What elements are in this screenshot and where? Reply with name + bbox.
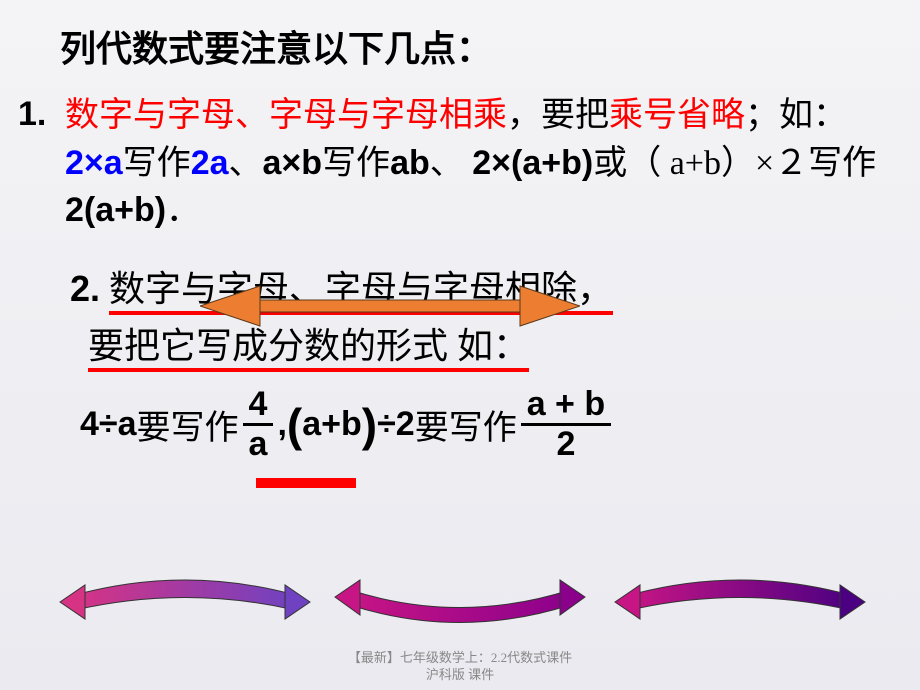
p1-ab2: ab xyxy=(390,144,430,182)
eq-cjk1: 要写作 xyxy=(137,400,239,449)
frac2-top: a + b xyxy=(521,386,611,426)
fraction-ab-2: a + b 2 xyxy=(521,386,611,464)
p1-ab4: 2(a+b) xyxy=(65,191,166,229)
p2-line1: 数字与字母、字母与字母相除， xyxy=(109,269,613,315)
equation: 4 ÷ a 要写作 4 a , ( a + b ) ÷ 2 要写作 a + b … xyxy=(80,386,880,464)
p1-ab3: 2×(a+b) xyxy=(472,144,593,182)
eq-div2: ÷ xyxy=(377,405,396,444)
footer-line1: 【最新】七年级数学上：2.2代数式课件 xyxy=(348,650,572,667)
footer-text: 【最新】七年级数学上：2.2代数式课件 沪科版 课件 xyxy=(348,650,572,684)
frac1-top: 4 xyxy=(243,386,274,426)
eq-div1: ÷ xyxy=(99,405,118,444)
p1-blk3: 写作 xyxy=(123,145,191,182)
p1-blk8: ． xyxy=(166,192,200,229)
p2-line2: 要把它写成分数的形式 如： xyxy=(88,326,529,372)
p1-blk4: 、 xyxy=(229,145,263,182)
eq-plus: + xyxy=(321,405,341,444)
p1-red1: 数字与字母、字母与字母相乘 xyxy=(65,97,507,134)
p1-ab1: a×b xyxy=(263,144,323,182)
p1-blue1: 2×a xyxy=(65,144,123,182)
curved-arrow-3 xyxy=(610,575,870,625)
p1-blk2: ；如： xyxy=(745,97,847,134)
curved-arrow-1 xyxy=(55,575,315,625)
eq-rparen: ) xyxy=(362,398,377,452)
p1-blk6: 、 xyxy=(430,145,473,182)
eq-b: b xyxy=(341,405,362,444)
p1-blue2: 2a xyxy=(191,144,229,182)
p1-red2: 乘号省略 xyxy=(609,97,745,134)
point2-number: 2. xyxy=(70,268,100,309)
point2-text: 2. 数字与字母、字母与字母相除， 要把它写成分数的形式 如： xyxy=(70,260,880,376)
p1-blk5: 写作 xyxy=(322,145,390,182)
p1-blk7: 或（ a+b）×２写作 xyxy=(593,145,876,182)
curved-arrow-2 xyxy=(330,575,590,630)
point1-number: 1. xyxy=(18,95,46,134)
eq-a2: a xyxy=(302,405,321,444)
eq-comma: , xyxy=(277,405,286,444)
eq-cjk2: 要写作 xyxy=(415,400,517,449)
p1-blk1: ，要把 xyxy=(507,97,609,134)
fraction-4-a: 4 a xyxy=(243,386,274,464)
slide-content: 列代数式要注意以下几点： 1. 数字与字母、字母与字母相乘，要把乘号省略；如： 2… xyxy=(0,0,920,690)
eq-lparen: ( xyxy=(287,398,302,452)
red-divider-bar xyxy=(256,478,356,488)
frac2-bot: 2 xyxy=(550,426,581,463)
eq-4: 4 xyxy=(80,405,99,444)
frac1-bot: a xyxy=(243,426,274,463)
eq-a: a xyxy=(118,405,137,444)
eq-2: 2 xyxy=(396,405,415,444)
footer-line2: 沪科版 课件 xyxy=(348,667,572,684)
slide-title: 列代数式要注意以下几点： xyxy=(60,20,880,72)
point1-text: 数字与字母、字母与字母相乘，要把乘号省略；如：2×a写作2a、a×b写作ab、 … xyxy=(65,92,880,235)
